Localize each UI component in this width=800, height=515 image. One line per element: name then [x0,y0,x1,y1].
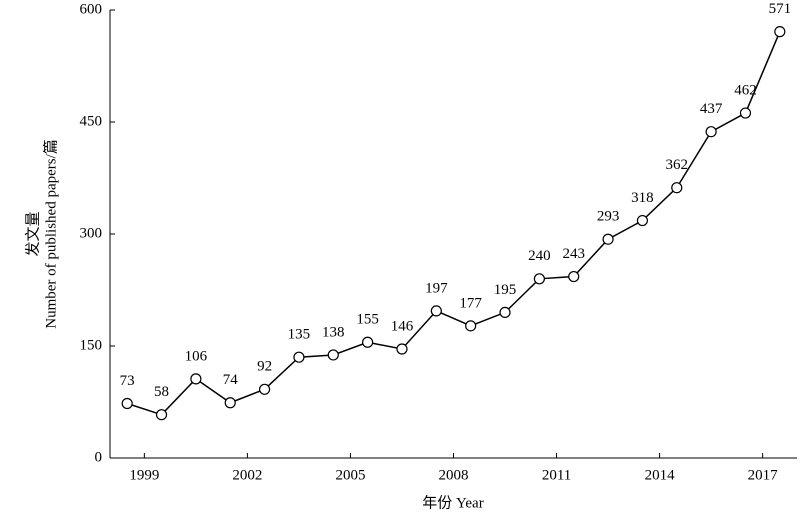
y-tick-label: 450 [80,113,103,129]
marker [121,397,133,410]
data-label: 195 [494,282,517,298]
marker [396,343,408,355]
marker [465,320,477,332]
marker [258,383,271,395]
x-axis-label: 年份 Year [422,494,483,511]
x-tick-label: 2014 [645,467,676,483]
marker [293,351,305,363]
data-label: 240 [528,248,551,264]
marker [155,409,168,421]
data-label: 138 [322,324,345,340]
y-tick-label: 300 [80,225,103,241]
x-tick-label: 2017 [748,467,779,483]
marker [430,305,442,317]
data-label: 58 [154,384,169,400]
data-label: 293 [597,209,620,225]
data-label: 318 [631,190,654,206]
x-tick-label: 1999 [129,467,159,483]
y-tick-label: 0 [95,449,103,465]
marker [327,349,339,361]
marker [362,336,374,348]
marker [774,26,786,38]
line [126,31,781,416]
marker [224,397,236,409]
y-tick-label: 150 [80,337,103,353]
data-label: 106 [185,348,208,364]
marker [739,107,752,119]
data-label: 197 [425,280,448,296]
marker [568,270,580,283]
data-label: 462 [734,82,757,98]
data-label: 92 [257,359,272,375]
y-axis-label: Number of published papers/篇 [41,139,59,329]
data-label: 146 [391,318,414,334]
x-tick-label: 2008 [439,467,469,483]
x-tick-label: 2011 [542,467,571,483]
y-axis-label: 发文量 [24,211,41,256]
data-label: 73 [120,373,135,389]
marker [533,273,545,285]
data-label: 135 [288,327,311,343]
y-tick-label: 600 [80,1,103,17]
marker [602,233,614,245]
data-label: 362 [666,157,689,173]
marker [705,126,717,138]
marker [671,182,683,194]
data-label: 177 [459,295,482,311]
x-tick-label: 2002 [232,467,262,483]
marker [499,306,511,318]
data-label: 243 [562,246,585,262]
data-label: 571 [769,1,792,17]
data-label: 437 [700,101,723,117]
data-label: 74 [223,372,239,388]
marker [636,214,649,227]
marker [190,373,202,385]
x-tick-label: 2005 [335,467,365,483]
data-label: 155 [356,312,379,328]
